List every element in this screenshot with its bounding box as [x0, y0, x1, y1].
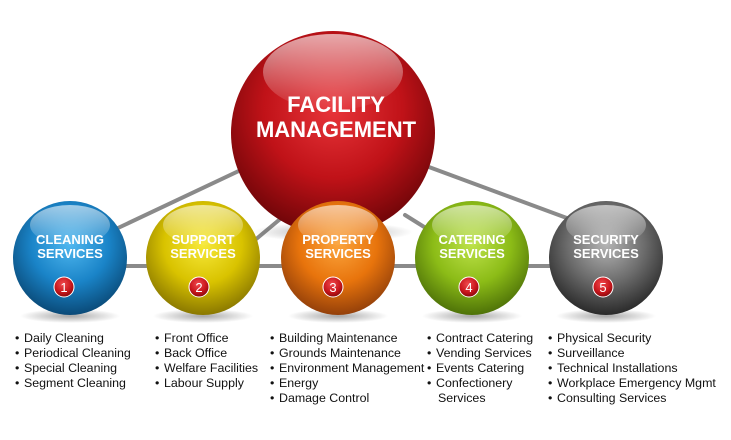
list-item: Technical Installations [548, 361, 716, 376]
number-badge [592, 276, 614, 298]
list-item: Daily Cleaning [15, 331, 131, 346]
security-services-sphere: SECURITY SERVICES 5 [549, 201, 663, 323]
catering-services-sphere: CATERING SERVICES 4 [415, 201, 529, 323]
list-item: Vending Services [427, 346, 533, 361]
list-item: Labour Supply [155, 376, 258, 391]
security-services-list: Physical Security Surveillance Technical… [548, 331, 716, 406]
catering-services-list: Contract Catering Vending Services Event… [427, 331, 533, 406]
service-5-line1: SECURITY [573, 232, 639, 247]
list-item: Energy [270, 376, 424, 391]
support-services-list: Front Office Back Office Welfare Facilit… [155, 331, 258, 391]
center-title-line2: MANAGEMENT [256, 117, 417, 142]
property-services-list: Building Maintenance Grounds Maintenance… [270, 331, 424, 406]
service-3-number: 3 [329, 280, 336, 295]
number-badge [53, 276, 75, 298]
support-services-sphere: SUPPORT SERVICES 2 [146, 201, 260, 323]
service-1-line1: CLEANING [36, 232, 104, 247]
number-badge [458, 276, 480, 298]
service-5-number: 5 [599, 280, 606, 295]
list-item: Periodical Cleaning [15, 346, 131, 361]
list-item-continuation: Services [438, 391, 486, 405]
service-4-line2: SERVICES [439, 246, 505, 261]
number-badge [322, 276, 344, 298]
service-2-number: 2 [195, 280, 202, 295]
list-item: Consulting Services [548, 391, 716, 406]
service-1-number: 1 [60, 280, 67, 295]
center-title-line1: FACILITY [287, 92, 385, 117]
list-item: Back Office [155, 346, 258, 361]
list-item: Confectionery [427, 376, 533, 391]
list-item: Workplace Emergency Mgmt [548, 376, 716, 391]
list-item: Grounds Maintenance [270, 346, 424, 361]
number-badge [188, 276, 210, 298]
connector-line [116, 158, 264, 230]
service-3-line1: PROPERTY [302, 232, 374, 247]
service-5-line2: SERVICES [573, 246, 639, 261]
property-services-sphere: PROPERTY SERVICES 3 [281, 201, 395, 323]
list-item: Damage Control [270, 391, 424, 406]
facility-management-sphere: FACILITY MANAGEMENT [231, 31, 435, 242]
list-item: Segment Cleaning [15, 376, 131, 391]
service-2-line1: SUPPORT [172, 232, 235, 247]
list-item: Events Catering [427, 361, 533, 376]
list-item: Front Office [155, 331, 258, 346]
list-item: Building Maintenance [270, 331, 424, 346]
cleaning-services-sphere: CLEANING SERVICES 1 [13, 201, 127, 323]
service-3-line2: SERVICES [305, 246, 371, 261]
service-4-number: 4 [465, 280, 472, 295]
service-1-line2: SERVICES [37, 246, 103, 261]
list-item: Welfare Facilities [155, 361, 258, 376]
service-2-line2: SERVICES [170, 246, 236, 261]
cleaning-services-list: Daily Cleaning Periodical Cleaning Speci… [15, 331, 131, 391]
list-item: Physical Security [548, 331, 716, 346]
list-item: Surveillance [548, 346, 716, 361]
list-item: Contract Catering [427, 331, 533, 346]
service-4-line1: CATERING [439, 232, 506, 247]
list-item: Special Cleaning [15, 361, 131, 376]
list-item: Environment Management [270, 361, 424, 376]
